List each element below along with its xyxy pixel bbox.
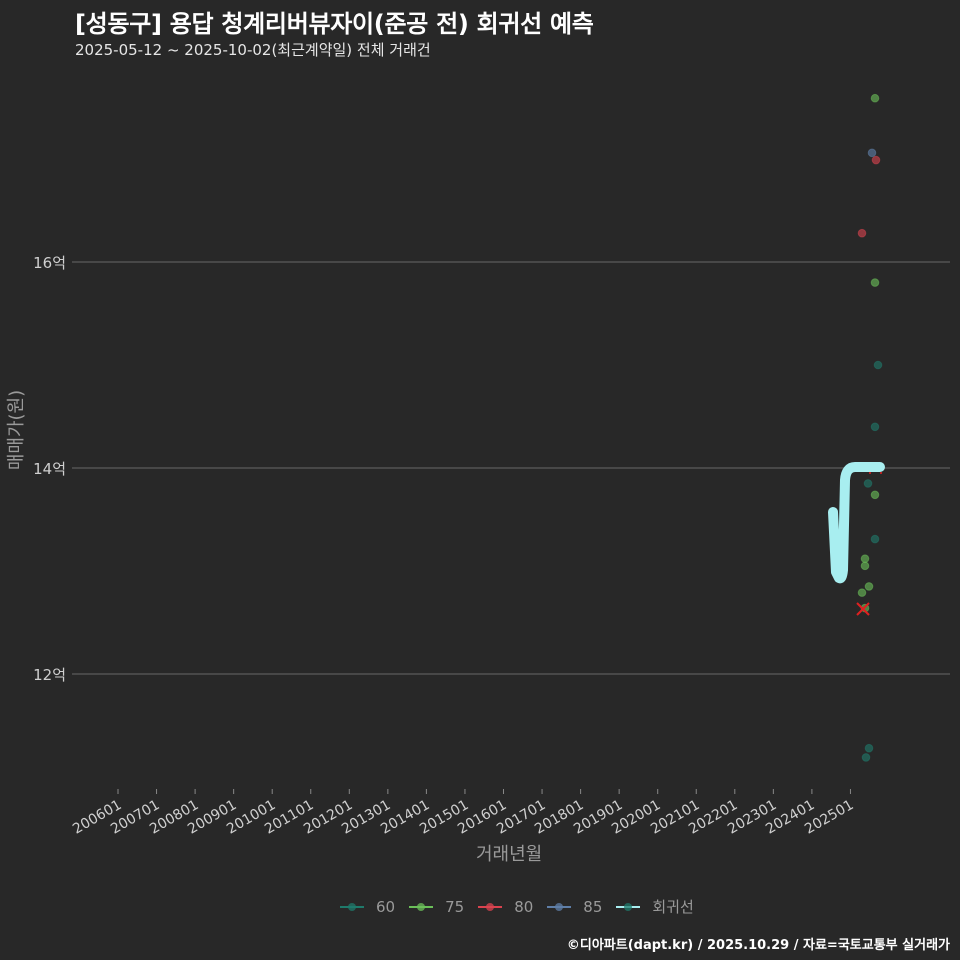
legend-key-75 bbox=[409, 897, 434, 917]
chart-subtitle: 2025-05-12 ~ 2025-10-02(최근계약일) 전체 거래건 bbox=[75, 41, 431, 59]
legend-label-60: 60 bbox=[376, 897, 396, 916]
x-axis-ticks bbox=[117, 789, 851, 794]
legend-item-regression: 회귀선 bbox=[616, 896, 694, 917]
x-marker bbox=[856, 472, 882, 616]
y-axis-title: 매매가(원) bbox=[6, 389, 27, 471]
legend-key-regression bbox=[616, 897, 641, 917]
legend-item-80: 80 bbox=[478, 897, 533, 917]
legend-label-80: 80 bbox=[514, 897, 534, 916]
legend-item-60: 60 bbox=[340, 897, 395, 917]
legend-label-85: 85 bbox=[583, 897, 603, 916]
regression-line bbox=[828, 462, 885, 584]
source-caption: ©디아파트(dapt.kr) / 2025.10.29 / 자료=국토교통부 실… bbox=[566, 938, 950, 953]
legend-key-60 bbox=[340, 897, 364, 917]
x-axis-title: 거래년월 bbox=[476, 844, 543, 865]
y-tick-label: 14억 bbox=[33, 460, 66, 478]
gridlines bbox=[72, 261, 950, 675]
legend-item-85: 85 bbox=[547, 897, 602, 917]
chart-title: [성동구] 용답 청계리버뷰자이(준공 전) 회귀선 예측 bbox=[75, 10, 594, 38]
scatter-points bbox=[857, 93, 883, 762]
legend-item-75: 75 bbox=[409, 897, 464, 917]
y-tick-label: 16억 bbox=[33, 254, 66, 272]
y-tick-label: 12억 bbox=[33, 666, 66, 684]
legend-label-75: 75 bbox=[445, 897, 465, 916]
legend-key-85 bbox=[547, 897, 572, 917]
legend-key-80 bbox=[478, 897, 503, 917]
legend: 60 75 80 85 회귀선 bbox=[340, 896, 708, 917]
legend-label-regression: 회귀선 bbox=[652, 898, 694, 916]
